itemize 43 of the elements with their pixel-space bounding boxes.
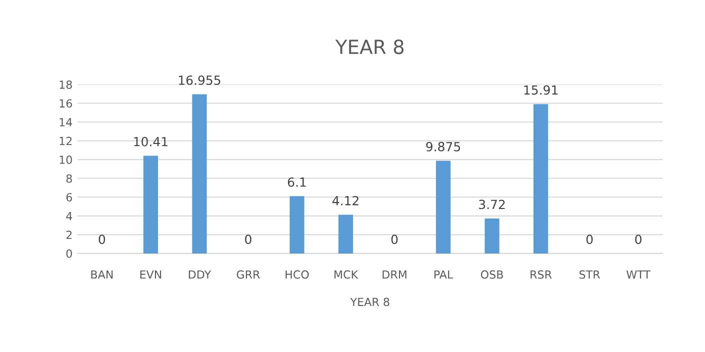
data-label: 0 [245, 234, 252, 244]
bar [436, 160, 451, 254]
y-tick-label: 0 [66, 249, 72, 258]
x-tick-label: HCO [286, 270, 309, 279]
y-tick-label: 18 [60, 80, 72, 89]
y-tick-label: 2 [66, 230, 72, 239]
bar [533, 104, 548, 254]
y-tick-label: 14 [60, 118, 72, 126]
data-label: 15.91 [524, 85, 558, 95]
data-label: 0 [586, 234, 593, 244]
data-label: 0 [391, 234, 398, 244]
bar [192, 94, 207, 254]
data-label: 4.12 [332, 196, 358, 206]
data-label: 0 [635, 234, 642, 244]
bar [143, 156, 158, 254]
x-tick-label: STR [580, 270, 600, 279]
x-tick-label: DDY [188, 270, 212, 279]
bar [484, 218, 500, 254]
x-axis-title: YEAR 8 [350, 298, 390, 306]
y-tick-label: 6 [66, 193, 72, 202]
bar [290, 196, 304, 254]
data-label: 0 [98, 234, 106, 244]
x-tick-label: RSR [530, 270, 552, 279]
x-tick-label: PAL [434, 270, 454, 279]
chart-title: YEAR 8 [335, 39, 404, 54]
data-label: 16.955 [178, 75, 220, 85]
bar [338, 214, 354, 254]
x-tick-label: MCK [334, 270, 358, 279]
x-tick-label: DRM [382, 270, 406, 279]
y-tick-label: 8 [66, 174, 72, 183]
y-tick-label: 10 [60, 156, 72, 164]
y-tick-label: 4 [66, 212, 72, 220]
data-label: 10.41 [134, 136, 168, 146]
x-tick-label: EVN [140, 270, 162, 279]
x-tick-label: BAN [91, 270, 113, 279]
x-tick-label: GRR [236, 270, 260, 279]
y-tick-label: 16 [60, 99, 72, 108]
y-tick-label: 12 [60, 136, 72, 146]
x-tick-label: WTT [626, 270, 651, 279]
data-label: 9.875 [426, 142, 460, 152]
data-label: 6.1 [288, 177, 306, 187]
x-tick-label: OSB [480, 270, 503, 279]
data-label: 3.72 [479, 200, 505, 210]
